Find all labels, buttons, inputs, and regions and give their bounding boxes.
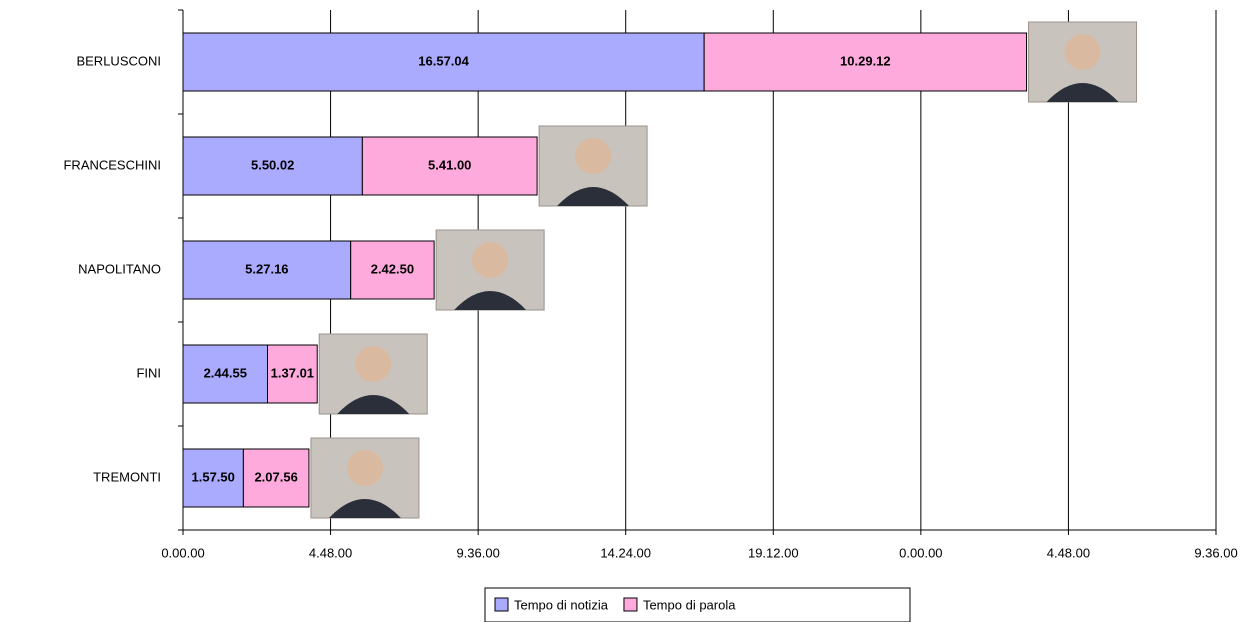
y-tick-label: FRANCESCHINI — [63, 157, 161, 172]
x-tick-label: 0.00.00 — [899, 545, 942, 560]
y-tick-label: TREMONTI — [93, 469, 161, 484]
photo-face — [472, 242, 508, 278]
x-tick-label: 19.12.00 — [748, 545, 799, 560]
value-label: 10.29.12 — [840, 53, 891, 68]
page: 0.00.00 4.48.00 9.36.00 14.24.00 19.12.00 0.0… — [0, 0, 1252, 622]
value-label: 2.44.55 — [204, 365, 247, 380]
x-tick-label: 9.36.00 — [1194, 545, 1237, 560]
photo-face — [347, 450, 383, 486]
x-tick-label: 9.36.00 — [456, 545, 499, 560]
legend-swatch — [624, 598, 637, 611]
y-tick-label: FINI — [136, 365, 161, 380]
x-tick-label: 4.48.00 — [1047, 545, 1090, 560]
legend-swatch — [495, 598, 508, 611]
x-tick-label: 4.48.00 — [309, 545, 352, 560]
legend: Tempo di notizia Tempo di parola — [485, 588, 910, 622]
x-tick-label: 0.00.00 — [161, 545, 204, 560]
y-tick-label: BERLUSCONI — [76, 53, 161, 68]
value-label: 2.42.50 — [371, 261, 414, 276]
chart: 0.00.00 4.48.00 9.36.00 14.24.00 19.12.00 0.0… — [0, 0, 1252, 622]
value-label: 5.41.00 — [428, 157, 471, 172]
legend-label: Tempo di parola — [643, 597, 736, 612]
x-tick-label: 14.24.00 — [600, 545, 651, 560]
y-tick-label: NAPOLITANO — [78, 261, 161, 276]
photo-face — [355, 346, 391, 382]
photo-face — [575, 138, 611, 174]
value-label: 1.37.01 — [271, 365, 314, 380]
value-label: 5.50.02 — [251, 157, 294, 172]
value-label: 1.57.50 — [192, 469, 235, 484]
value-label: 2.07.56 — [254, 469, 297, 484]
value-label: 5.27.16 — [245, 261, 288, 276]
photo-face — [1065, 34, 1101, 70]
legend-label: Tempo di notizia — [514, 597, 609, 612]
value-label: 16.57.04 — [418, 53, 469, 68]
